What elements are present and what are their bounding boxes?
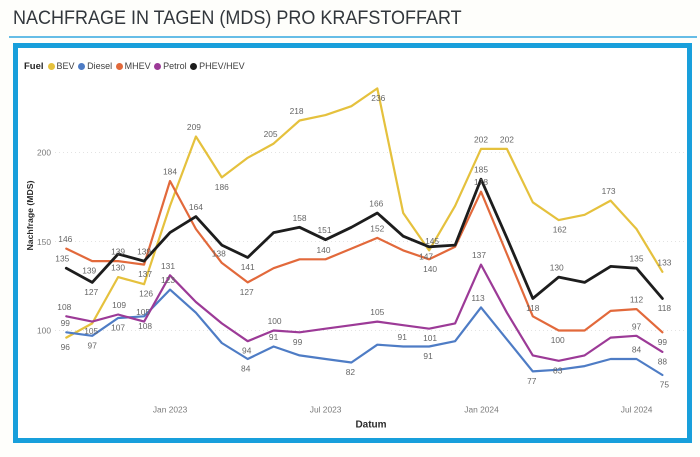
svg-text:236: 236 — [371, 93, 385, 103]
svg-text:127: 127 — [240, 287, 254, 297]
svg-text:94: 94 — [242, 346, 252, 356]
svg-text:166: 166 — [369, 199, 383, 209]
svg-text:147: 147 — [419, 251, 433, 261]
svg-text:138: 138 — [212, 248, 226, 258]
svg-text:99: 99 — [658, 337, 668, 347]
svg-text:84: 84 — [241, 364, 251, 374]
svg-text:139: 139 — [82, 266, 96, 276]
svg-text:Datum: Datum — [355, 420, 386, 431]
svg-text:137: 137 — [138, 269, 152, 279]
svg-text:Jul 2024: Jul 2024 — [621, 405, 653, 415]
svg-text:200: 200 — [37, 148, 51, 158]
svg-text:146: 146 — [58, 234, 72, 244]
svg-text:139: 139 — [111, 247, 125, 257]
svg-text:77: 77 — [527, 376, 537, 386]
svg-text:101: 101 — [423, 333, 437, 343]
svg-text:Jan 2023: Jan 2023 — [153, 405, 188, 415]
svg-text:139: 139 — [137, 247, 151, 257]
svg-text:133: 133 — [657, 257, 671, 267]
svg-text:141: 141 — [241, 262, 255, 272]
svg-text:100: 100 — [37, 326, 51, 336]
svg-text:209: 209 — [187, 122, 201, 132]
svg-text:173: 173 — [602, 186, 616, 196]
svg-text:75: 75 — [660, 380, 670, 390]
svg-text:105: 105 — [84, 326, 98, 336]
svg-text:82: 82 — [346, 367, 356, 377]
svg-text:186: 186 — [215, 182, 229, 192]
svg-text:130: 130 — [111, 263, 125, 273]
svg-text:123: 123 — [161, 275, 175, 285]
svg-text:135: 135 — [55, 254, 69, 264]
svg-text:109: 109 — [112, 300, 126, 310]
svg-text:84: 84 — [632, 345, 642, 355]
svg-text:150: 150 — [37, 237, 51, 247]
svg-text:Jul 2023: Jul 2023 — [310, 405, 342, 415]
svg-text:135: 135 — [630, 254, 644, 264]
svg-text:162: 162 — [553, 225, 567, 235]
svg-text:178: 178 — [474, 177, 488, 187]
svg-text:91: 91 — [423, 351, 433, 361]
svg-text:Jan 2024: Jan 2024 — [464, 405, 499, 415]
svg-text:97: 97 — [88, 340, 98, 350]
svg-text:99: 99 — [293, 337, 303, 347]
svg-text:202: 202 — [474, 134, 488, 144]
svg-text:218: 218 — [290, 106, 304, 116]
svg-text:137: 137 — [472, 250, 486, 260]
svg-text:105: 105 — [136, 307, 150, 317]
svg-text:202: 202 — [500, 134, 514, 144]
svg-text:Nachfrage (MDS): Nachfrage (MDS) — [25, 180, 35, 250]
svg-text:131: 131 — [161, 261, 175, 271]
svg-text:140: 140 — [423, 264, 437, 274]
svg-text:88: 88 — [658, 356, 668, 366]
svg-text:108: 108 — [57, 302, 71, 312]
svg-text:118: 118 — [526, 303, 540, 313]
svg-text:118: 118 — [658, 303, 672, 313]
svg-text:108: 108 — [138, 321, 152, 331]
svg-text:184: 184 — [163, 167, 177, 177]
svg-text:145: 145 — [425, 236, 439, 246]
svg-text:100: 100 — [268, 316, 282, 326]
svg-text:126: 126 — [139, 289, 153, 299]
svg-text:151: 151 — [318, 225, 332, 235]
svg-text:205: 205 — [264, 129, 278, 139]
svg-text:112: 112 — [630, 295, 644, 305]
svg-text:164: 164 — [189, 202, 203, 212]
svg-text:113: 113 — [471, 293, 485, 303]
svg-text:91: 91 — [269, 332, 279, 342]
svg-text:83: 83 — [553, 365, 563, 375]
svg-text:96: 96 — [61, 342, 71, 352]
svg-text:185: 185 — [474, 165, 488, 175]
svg-text:158: 158 — [293, 213, 307, 223]
svg-text:152: 152 — [370, 223, 384, 233]
svg-text:107: 107 — [111, 323, 125, 333]
svg-text:140: 140 — [317, 245, 331, 255]
svg-text:100: 100 — [551, 335, 565, 345]
svg-text:105: 105 — [370, 307, 384, 317]
svg-text:99: 99 — [61, 318, 71, 328]
svg-text:130: 130 — [550, 263, 564, 273]
svg-text:91: 91 — [398, 332, 408, 342]
svg-text:97: 97 — [632, 321, 642, 331]
svg-text:127: 127 — [84, 287, 98, 297]
